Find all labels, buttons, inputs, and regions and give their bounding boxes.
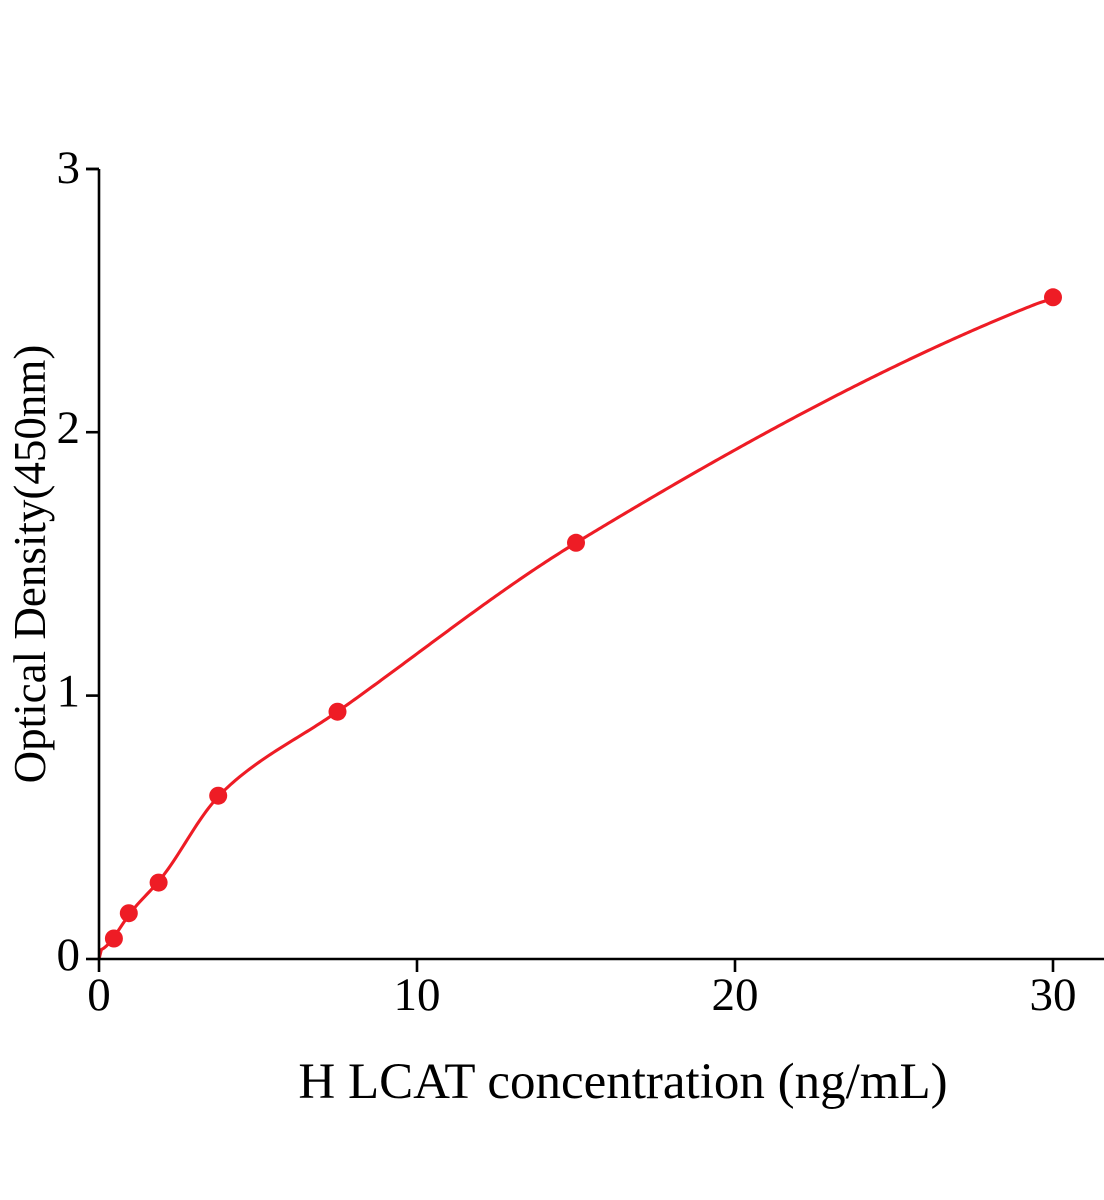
svg-text:H LCAT concentration (ng/mL): H LCAT concentration (ng/mL) (298, 1054, 947, 1110)
svg-text:30: 30 (1030, 969, 1077, 1021)
svg-text:2: 2 (57, 402, 81, 454)
svg-text:Optical Density(450nm): Optical Density(450nm) (5, 345, 55, 784)
svg-text:20: 20 (712, 969, 759, 1021)
svg-text:0: 0 (57, 929, 81, 981)
svg-text:10: 10 (394, 969, 441, 1021)
svg-text:3: 3 (57, 142, 81, 194)
svg-text:0: 0 (87, 969, 111, 1021)
svg-text:1: 1 (57, 666, 81, 718)
